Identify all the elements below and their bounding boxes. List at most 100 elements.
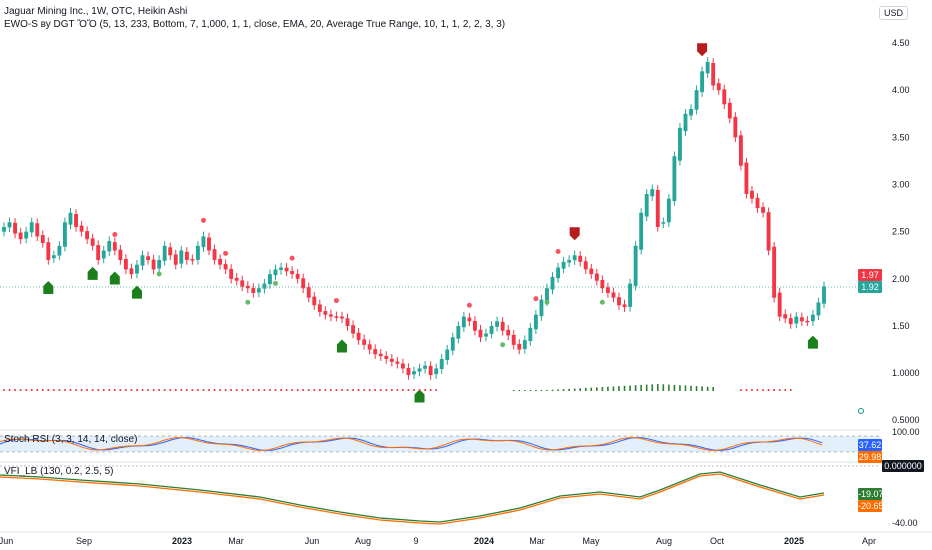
candle-body	[406, 367, 411, 376]
ewo-bar	[346, 389, 349, 391]
vfi-a-tag: -19.07	[858, 488, 884, 500]
candle-body	[478, 329, 483, 338]
ewo-bar	[86, 389, 88, 391]
ewo-bar	[385, 389, 388, 391]
stoch-band	[0, 436, 880, 452]
candle-body	[279, 267, 283, 270]
ewo-bar	[573, 388, 576, 391]
candle-body	[522, 340, 527, 350]
time-axis-label: 2023	[172, 536, 192, 546]
ewo-bar	[684, 385, 687, 391]
candle-body	[467, 317, 472, 322]
ewo-bar	[307, 389, 310, 391]
candle-body	[85, 231, 90, 240]
ewo-bar	[241, 389, 244, 391]
signal-dot	[544, 299, 550, 305]
price-tick-label: 4.50	[892, 38, 910, 48]
signal-dot	[245, 299, 251, 305]
candle-body	[727, 102, 732, 119]
ewo-bar	[524, 390, 526, 391]
time-axis-label: Mar	[529, 536, 545, 546]
candle-body	[256, 288, 261, 293]
symbol-title[interactable]: Jaguar Mining Inc., 1W, OTC, Heikin Ashi	[4, 6, 188, 17]
time-axis-label: Aug	[656, 536, 672, 546]
ewo-bar	[435, 389, 437, 391]
ewo-bar	[252, 389, 255, 391]
candle-body	[351, 325, 355, 334]
candle-body	[223, 264, 228, 270]
ewo-bar	[341, 389, 343, 391]
currency-label[interactable]: USD	[878, 6, 908, 20]
candle-body	[611, 292, 616, 298]
candle-body	[301, 278, 306, 289]
ewo-bar	[651, 384, 654, 391]
stoch-label[interactable]: Stoch RSI (3, 3, 14, 14, close)	[4, 434, 138, 445]
ewo-bar	[701, 386, 703, 391]
candle-body	[367, 344, 372, 350]
signal-dot	[599, 299, 605, 305]
candle-body	[118, 249, 123, 260]
candle-body	[816, 302, 821, 316]
vfi-zero-tag: 0.000000	[882, 460, 924, 472]
ewo-bar	[319, 389, 321, 391]
candle-body	[245, 285, 250, 289]
ewo-bar	[19, 389, 22, 391]
ewo-bar	[374, 389, 377, 391]
ewo-bar	[208, 389, 210, 391]
candle-body	[528, 327, 533, 342]
signal-dot	[223, 250, 229, 256]
candle-body	[689, 109, 693, 116]
ewo-bar	[335, 389, 338, 391]
candle-body	[750, 190, 754, 199]
candle-body	[74, 213, 78, 227]
candle-body	[378, 353, 383, 357]
candle-body	[428, 365, 433, 376]
ewo-bar	[313, 389, 316, 391]
time-axis-label: Jun	[305, 536, 320, 546]
ewo-bar	[47, 389, 50, 391]
candle-body	[140, 255, 145, 266]
ewo-bar	[14, 389, 16, 391]
candle-body	[705, 61, 710, 74]
candle-body	[273, 269, 278, 276]
candle-body	[179, 250, 184, 264]
ewo-bar	[424, 389, 426, 391]
ewo-bar	[368, 389, 371, 391]
candle-body	[234, 277, 239, 281]
candle-body	[500, 321, 505, 331]
ewo-bar	[102, 389, 105, 391]
timezone-icon[interactable]	[858, 408, 864, 414]
candle-body	[395, 361, 400, 364]
signal-dot	[466, 302, 472, 308]
buy-signal-marker	[109, 271, 120, 285]
candle-body	[794, 316, 799, 324]
ewo-bar	[778, 389, 781, 391]
indicator-label[interactable]: EWO-S ву DGT ὌὌ (5, 13, 233, Bottom, 7, …	[4, 19, 506, 30]
candle-body	[711, 63, 716, 86]
ewo-bar	[607, 386, 609, 391]
candle-body	[450, 337, 455, 351]
candle-body	[162, 245, 167, 261]
candle-body	[218, 258, 223, 265]
ewo-bar	[789, 389, 792, 391]
candle-body	[312, 296, 317, 306]
candle-body	[755, 197, 760, 209]
candle-body	[511, 334, 516, 345]
candle-body	[439, 359, 444, 370]
candle-body	[683, 113, 688, 132]
ewo-bar	[302, 389, 304, 391]
vfi-label[interactable]: VFI_LB (130, 0.2, 2.5, 5)	[4, 466, 114, 477]
ewo-bar	[141, 389, 144, 391]
ewo-bar	[235, 389, 238, 391]
ewo-bar	[407, 389, 410, 391]
candle-body	[639, 212, 644, 250]
ewo-bar	[130, 389, 133, 391]
candle-body	[473, 320, 477, 331]
ewo-bar	[402, 389, 404, 391]
ewo-bar	[136, 389, 138, 391]
ewo-bar	[673, 384, 676, 391]
candle-body	[434, 368, 439, 375]
candle-body	[29, 222, 34, 233]
ewo-bar	[224, 389, 227, 391]
